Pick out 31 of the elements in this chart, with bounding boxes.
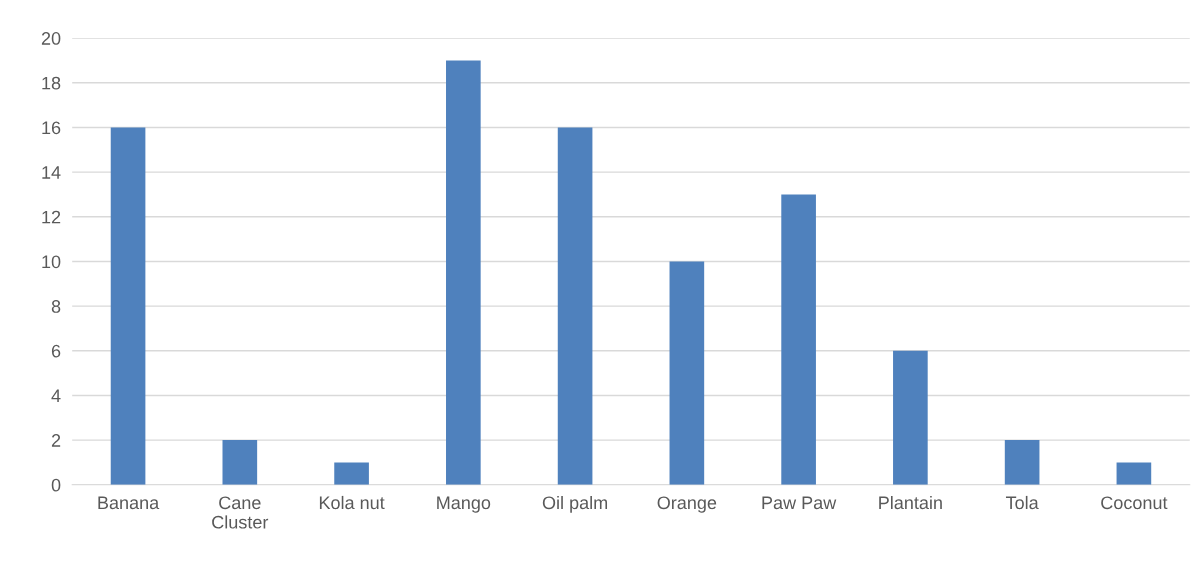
x-tick-label: Orange xyxy=(657,496,717,513)
bar xyxy=(1004,440,1040,485)
bar xyxy=(446,60,481,485)
y-tick-label: 2 xyxy=(51,434,61,447)
y-tick-label: 4 xyxy=(51,389,61,402)
x-tick-label: Banana xyxy=(98,496,160,510)
y-tick-label: 10 xyxy=(42,255,61,269)
y-tick-label: 16 xyxy=(42,121,61,135)
y-tick-label: 20 xyxy=(41,32,61,45)
y-tick-label: 0 xyxy=(51,478,61,492)
x-tick-label: Tola xyxy=(1005,495,1039,510)
bar xyxy=(557,127,593,485)
x-tick-label: Paw Paw xyxy=(762,496,837,510)
x-tick-label: Mango xyxy=(437,496,491,513)
bar xyxy=(781,194,816,485)
y-tick-label: 6 xyxy=(51,344,61,358)
x-tick-label: Plantain xyxy=(879,495,942,510)
x-tick-label: Oil palm xyxy=(542,495,608,513)
bar xyxy=(893,350,928,485)
bar xyxy=(110,127,146,485)
y-tick-label: 18 xyxy=(42,76,61,90)
y-tick-label: 12 xyxy=(42,210,61,224)
bar xyxy=(1116,462,1152,485)
bar xyxy=(669,261,705,485)
x-tick-label: Coconut xyxy=(1101,496,1168,510)
bar xyxy=(334,462,369,485)
x-tick-label: Cane Cluster xyxy=(212,496,269,529)
y-tick-label: 14 xyxy=(42,166,61,179)
x-tick-label: Kola nut xyxy=(319,495,385,510)
y-tick-label: 8 xyxy=(51,300,61,313)
bar xyxy=(222,440,258,485)
